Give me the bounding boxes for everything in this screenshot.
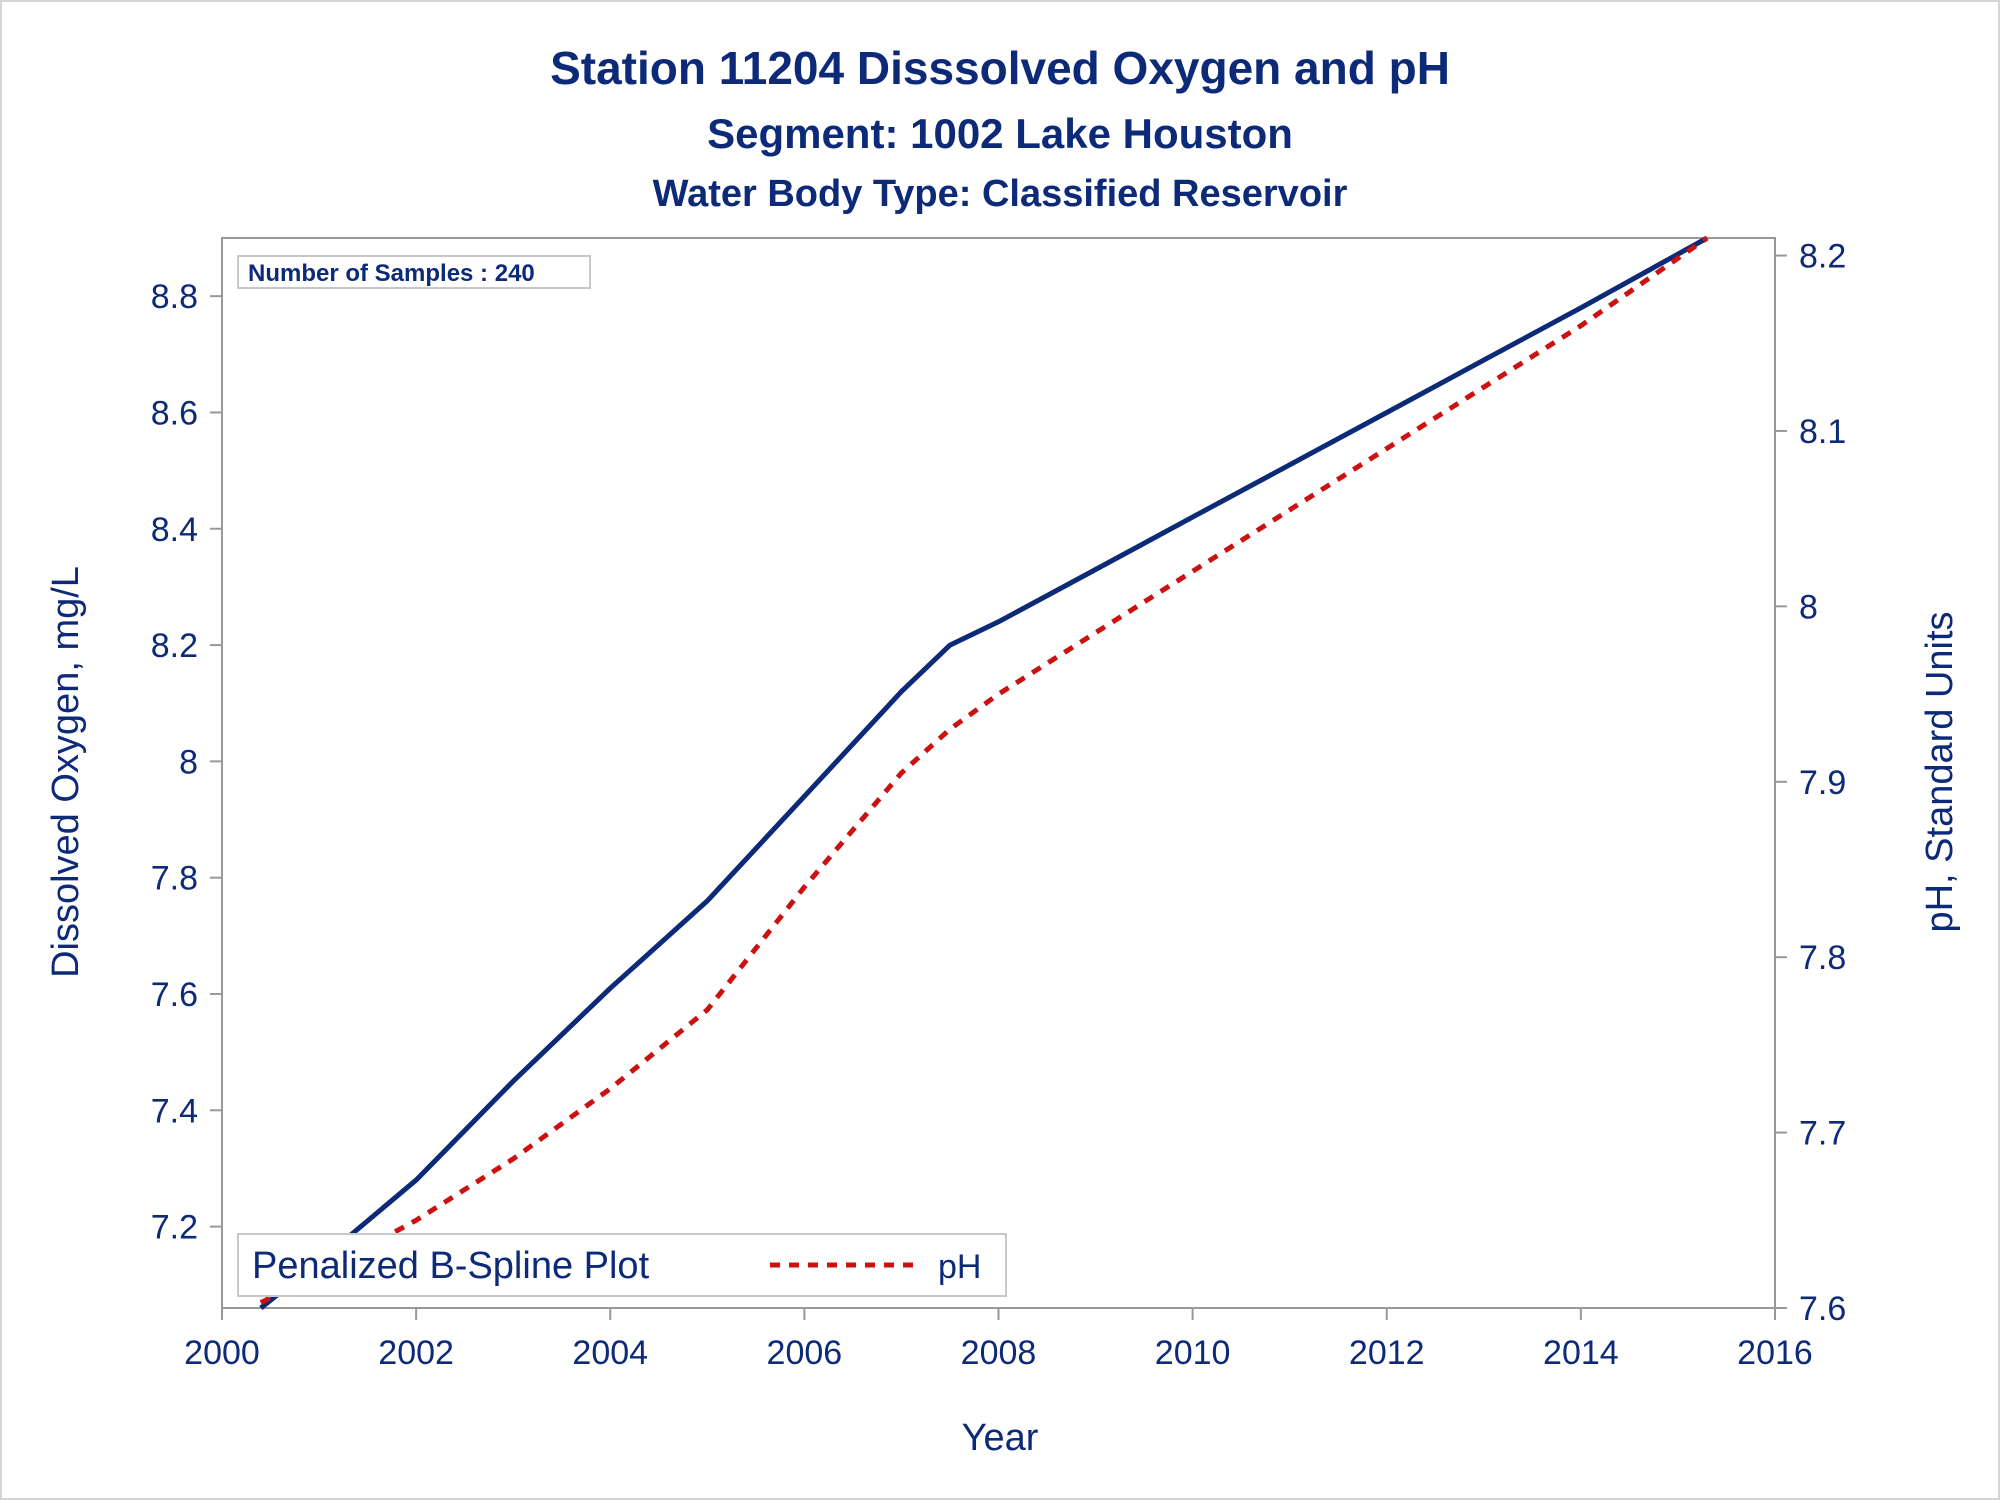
y2-tick-label: 7.7 xyxy=(1799,1115,1846,1153)
series-layer xyxy=(259,235,1709,1310)
y-axis-left: 7.2 7.4 7.6 7.8 8 8.2 8.4 8.6 8.8 xyxy=(151,278,222,1247)
y-tick-label: 8.2 xyxy=(151,627,198,665)
legend-label-ph: pH xyxy=(938,1248,981,1286)
y2-axis-label: pH, Standard Units xyxy=(1919,611,1961,932)
x-tick-label: 2016 xyxy=(1737,1334,1813,1372)
x-tick-label: 2006 xyxy=(767,1334,843,1372)
x-tick-label: 2000 xyxy=(184,1334,260,1372)
x-axis: 2000 2002 2004 2006 2008 2010 2012 2014 2016 xyxy=(184,1308,1813,1372)
y-axis-label: Dissolved Oxygen, mg/L xyxy=(45,566,87,978)
y-axis-right: 7.6 7.7 7.8 7.9 8 8.1 8.2 xyxy=(1775,238,1846,1328)
y-tick-label: 8.6 xyxy=(151,394,198,432)
y-tick-label: 7.4 xyxy=(151,1092,198,1130)
chart-title: Station 11204 Disssolved Oxygen and pH xyxy=(550,42,1450,94)
y2-tick-label: 7.9 xyxy=(1799,764,1846,802)
x-tick-label: 2012 xyxy=(1349,1334,1425,1372)
plot-area xyxy=(221,237,1776,1309)
series-line-dissolved-oxygen xyxy=(259,235,1709,1310)
x-tick-label: 2002 xyxy=(378,1334,454,1372)
chart-subtitle-2: Water Body Type: Classified Reservoir xyxy=(653,173,1348,215)
y2-tick-label: 8.2 xyxy=(1799,238,1846,276)
x-axis-label: Year xyxy=(962,1417,1039,1459)
y-tick-label: 7.8 xyxy=(151,860,198,898)
y-tick-label: 8.8 xyxy=(151,278,198,316)
sample-count-box xyxy=(237,255,591,289)
series-line-ph xyxy=(259,235,1709,1305)
y2-tick-label: 8 xyxy=(1799,588,1818,626)
sample-count-annotation: Number of Samples : 240 xyxy=(248,260,535,287)
y2-tick-label: 7.8 xyxy=(1799,939,1846,977)
y2-tick-label: 7.6 xyxy=(1799,1290,1846,1328)
x-tick-label: 2014 xyxy=(1543,1334,1619,1372)
legend-box xyxy=(237,1233,1007,1297)
y-tick-label: 7.6 xyxy=(151,976,198,1014)
y2-tick-label: 8.1 xyxy=(1799,413,1846,451)
y-tick-label: 8 xyxy=(179,743,198,781)
y-tick-label: 7.2 xyxy=(151,1209,198,1247)
legend-title: Penalized B-Spline Plot xyxy=(252,1245,650,1287)
x-tick-label: 2010 xyxy=(1155,1334,1231,1372)
x-tick-label: 2008 xyxy=(961,1334,1037,1372)
y-tick-label: 8.4 xyxy=(151,511,198,549)
x-tick-label: 2004 xyxy=(572,1334,648,1372)
chart-subtitle: Segment: 1002 Lake Houston xyxy=(707,110,1293,157)
